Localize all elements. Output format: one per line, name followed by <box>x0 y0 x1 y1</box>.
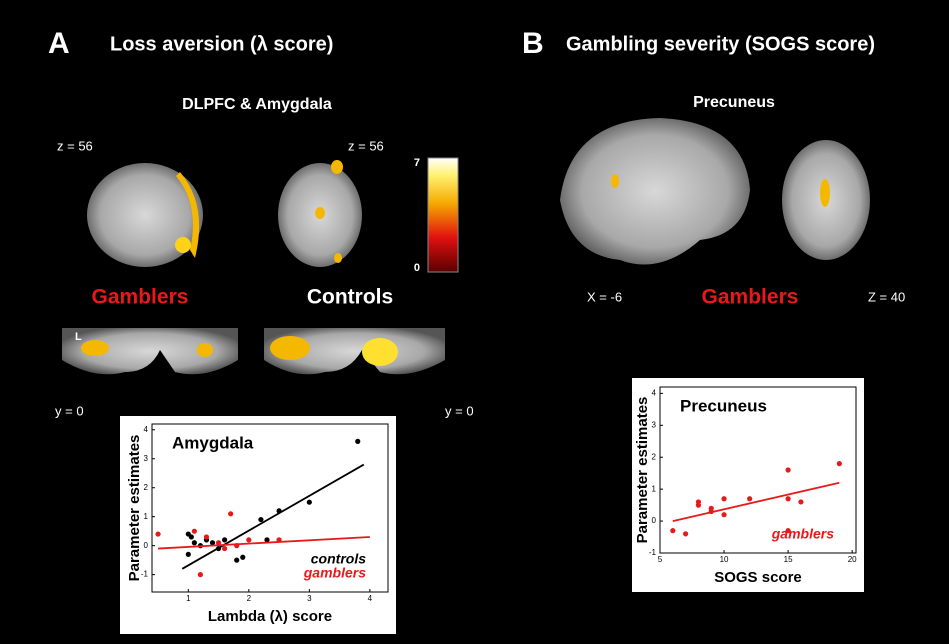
chart-title: Amygdala <box>172 433 254 452</box>
y-tick-label: 4 <box>144 425 149 434</box>
data-point <box>798 499 803 504</box>
data-point <box>198 572 203 577</box>
data-point <box>276 508 281 513</box>
x-tick-label: 3 <box>307 594 312 603</box>
data-point <box>786 496 791 501</box>
data-point <box>747 496 752 501</box>
data-point <box>216 546 221 551</box>
x-tick-label: 5 <box>658 555 663 564</box>
group-label: Gamblers <box>92 286 189 309</box>
x-tick-label: 20 <box>848 555 857 564</box>
data-point <box>721 496 726 501</box>
y-tick-label: -1 <box>649 548 657 557</box>
y-axis-label: Parameter estimates <box>126 435 143 582</box>
x-axis-label: Lambda (λ) score <box>208 608 332 625</box>
y-tick-label: 3 <box>652 420 657 429</box>
x-tick-label: 10 <box>720 555 729 564</box>
data-point <box>258 517 263 522</box>
y-tick-label: 0 <box>652 516 657 525</box>
colorbar-label: 7 <box>414 157 420 169</box>
data-point <box>307 500 312 505</box>
data-point <box>234 558 239 563</box>
slice-label: z = 56 <box>348 138 384 153</box>
side-marker: L <box>75 331 82 343</box>
data-point <box>234 543 239 548</box>
panel-letter: A <box>48 27 70 60</box>
y-tick-label: 2 <box>144 483 149 492</box>
data-point <box>786 467 791 472</box>
figure: A Loss aversion (λ score) DLPFC & Amygda… <box>0 0 949 644</box>
y-axis-label: Parameter estimates <box>634 397 651 544</box>
x-tick-label: 1 <box>186 594 191 603</box>
series-label: gamblers <box>771 526 834 542</box>
region-label: DLPFC & Amygdala <box>182 96 332 113</box>
slice-label: X = -6 <box>587 289 622 304</box>
group-label: Controls <box>307 286 393 309</box>
slice-label: y = 0 <box>55 403 84 418</box>
data-point <box>709 509 714 514</box>
data-point <box>216 540 221 545</box>
data-point <box>240 555 245 560</box>
y-tick-label: 3 <box>144 454 149 463</box>
slice-label: y = 0 <box>445 403 474 418</box>
data-point <box>155 531 160 536</box>
data-point <box>683 531 688 536</box>
activation <box>315 207 325 219</box>
data-point <box>246 537 251 542</box>
x-tick-label: 2 <box>247 594 252 603</box>
y-tick-label: 1 <box>144 512 149 521</box>
x-tick-label: 4 <box>368 594 373 603</box>
data-point <box>186 552 191 557</box>
panel-title: Gambling severity (SOGS score) <box>566 33 875 55</box>
data-point <box>721 512 726 517</box>
slice-label: z = 56 <box>57 138 93 153</box>
activation <box>331 160 343 174</box>
activation <box>334 253 342 263</box>
slice-label: Z = 40 <box>868 289 905 304</box>
data-point <box>222 546 227 551</box>
group-label: Gamblers <box>702 286 799 309</box>
activation <box>197 343 213 357</box>
data-point <box>222 537 227 542</box>
region-label: Precuneus <box>693 94 775 111</box>
data-point <box>355 439 360 444</box>
data-point <box>192 529 197 534</box>
panel-letter: B <box>522 27 544 60</box>
data-point <box>696 499 701 504</box>
x-tick-label: 15 <box>784 555 793 564</box>
activation <box>175 237 191 253</box>
panel-title: Loss aversion (λ score) <box>110 33 333 55</box>
y-tick-label: 4 <box>652 388 657 397</box>
data-point <box>192 540 197 545</box>
page: {"panel_a": {"letter": "A", "title": "Lo… <box>0 0 949 644</box>
colorbar <box>428 158 458 272</box>
activation <box>820 179 830 207</box>
y-tick-label: 1 <box>652 484 657 493</box>
x-axis-label: SOGS score <box>714 569 802 586</box>
y-tick-label: 2 <box>652 452 657 461</box>
chart-title: Precuneus <box>680 396 767 415</box>
activation <box>611 174 619 188</box>
data-point <box>837 461 842 466</box>
activation <box>81 340 109 356</box>
data-point <box>204 534 209 539</box>
colorbar-label: 0 <box>414 262 420 274</box>
activation <box>270 336 310 360</box>
data-point <box>670 528 675 533</box>
data-point <box>276 537 281 542</box>
data-point <box>189 534 194 539</box>
data-point <box>228 511 233 516</box>
y-tick-label: 0 <box>144 541 149 550</box>
activation <box>362 338 398 366</box>
series-label: gamblers <box>303 565 366 581</box>
